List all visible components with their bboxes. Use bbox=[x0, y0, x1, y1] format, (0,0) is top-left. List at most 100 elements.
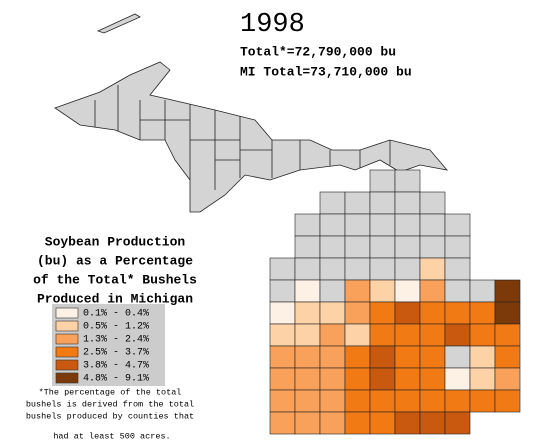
county bbox=[319, 345, 346, 369]
county bbox=[469, 389, 496, 413]
county bbox=[344, 191, 371, 215]
footnote-line: bushels produced by counties that bbox=[26, 411, 194, 421]
county bbox=[369, 323, 396, 347]
county bbox=[444, 345, 471, 369]
county bbox=[294, 389, 321, 413]
county bbox=[419, 257, 446, 281]
county bbox=[294, 213, 321, 237]
mi-total: MI Total=73,710,000 bu bbox=[240, 64, 412, 79]
county bbox=[444, 279, 471, 303]
legend-label: 3.8% - 4.7% bbox=[83, 361, 149, 372]
description-line: of the Total* Bushels bbox=[33, 272, 197, 287]
county bbox=[294, 235, 321, 259]
footnote-line: had at least 500 acres. bbox=[53, 431, 170, 441]
county bbox=[269, 257, 296, 281]
footnote-line: bushels is derived from the total bbox=[26, 399, 194, 409]
county bbox=[344, 323, 371, 347]
county bbox=[319, 213, 346, 237]
county bbox=[394, 213, 421, 237]
county bbox=[369, 279, 396, 303]
county bbox=[419, 367, 446, 391]
county bbox=[369, 257, 396, 281]
county bbox=[394, 235, 421, 259]
lower-peninsula bbox=[269, 169, 521, 435]
legend-swatch bbox=[55, 307, 79, 319]
county-lines bbox=[94, 85, 391, 190]
county bbox=[494, 345, 521, 369]
county bbox=[419, 191, 446, 215]
legend-swatch bbox=[55, 333, 79, 345]
county bbox=[369, 235, 396, 259]
county bbox=[394, 279, 421, 303]
county bbox=[319, 367, 346, 391]
legend-swatch bbox=[55, 346, 79, 358]
county bbox=[269, 323, 296, 347]
county bbox=[444, 213, 471, 237]
county bbox=[269, 389, 296, 413]
county bbox=[319, 191, 346, 215]
county bbox=[419, 213, 446, 237]
county bbox=[294, 411, 321, 435]
description-line: Produced in Michigan bbox=[37, 291, 193, 306]
county bbox=[319, 279, 346, 303]
county bbox=[394, 389, 421, 413]
county bbox=[444, 257, 471, 281]
county bbox=[494, 301, 521, 325]
county bbox=[469, 279, 496, 303]
county bbox=[394, 191, 421, 215]
isle-royale bbox=[96, 13, 141, 34]
total: Total*=72,790,000 bu bbox=[240, 44, 396, 59]
county bbox=[319, 389, 346, 413]
legend-swatch bbox=[55, 320, 79, 332]
county bbox=[344, 279, 371, 303]
county bbox=[369, 411, 396, 435]
legend-label: 0.1% - 0.4% bbox=[83, 309, 149, 320]
county bbox=[344, 389, 371, 413]
county bbox=[294, 345, 321, 369]
county bbox=[294, 279, 321, 303]
county bbox=[344, 411, 371, 435]
year: 1998 bbox=[240, 10, 305, 40]
county bbox=[319, 411, 346, 435]
county bbox=[369, 301, 396, 325]
county bbox=[394, 257, 421, 281]
county bbox=[344, 235, 371, 259]
county bbox=[419, 323, 446, 347]
county bbox=[319, 301, 346, 325]
county bbox=[494, 367, 521, 391]
legend-label: 2.5% - 3.7% bbox=[83, 348, 149, 359]
county bbox=[294, 301, 321, 325]
county bbox=[444, 301, 471, 325]
county bbox=[469, 345, 496, 369]
county bbox=[269, 367, 296, 391]
county bbox=[494, 323, 521, 347]
county bbox=[469, 367, 496, 391]
county bbox=[369, 191, 396, 215]
upper-peninsula bbox=[54, 13, 449, 213]
county bbox=[494, 389, 521, 413]
upper-peninsula-counties bbox=[54, 61, 449, 213]
county bbox=[294, 257, 321, 281]
county bbox=[469, 323, 496, 347]
legend: 0.1% - 0.4% 0.5% - 1.2% 1.3% - 2.4% 2.5% - … bbox=[55, 307, 149, 385]
county bbox=[394, 301, 421, 325]
county bbox=[419, 389, 446, 413]
county bbox=[369, 389, 396, 413]
county bbox=[494, 279, 521, 303]
county bbox=[344, 257, 371, 281]
county bbox=[319, 257, 346, 281]
county bbox=[344, 213, 371, 237]
county bbox=[319, 235, 346, 259]
county bbox=[394, 367, 421, 391]
county bbox=[444, 323, 471, 347]
county bbox=[469, 301, 496, 325]
county bbox=[344, 345, 371, 369]
county bbox=[344, 367, 371, 391]
county bbox=[394, 169, 421, 193]
county bbox=[419, 411, 446, 435]
county bbox=[419, 301, 446, 325]
county bbox=[269, 411, 296, 435]
county bbox=[419, 279, 446, 303]
county bbox=[369, 345, 396, 369]
